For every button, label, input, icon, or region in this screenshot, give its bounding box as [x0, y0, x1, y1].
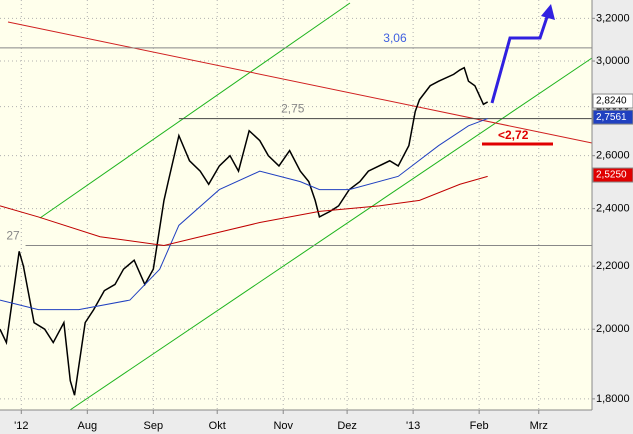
downtrend-line	[7, 21, 593, 144]
last-value-box	[592, 109, 633, 125]
x-tick-label: Feb	[470, 420, 489, 432]
y-tick-label: 2,4000	[596, 203, 630, 215]
x-tick-label: Aug	[78, 420, 98, 432]
annotation: <2,72	[498, 128, 529, 142]
arrow-head	[541, 4, 555, 20]
y-tick-label: 3,0000	[596, 55, 630, 67]
forecast-arrow	[490, 13, 550, 104]
y-tick-label: 2,2000	[596, 260, 630, 272]
trend-channel-lower	[69, 57, 593, 411]
level-label: 27	[6, 229, 20, 243]
last-value-box	[592, 93, 633, 109]
y-tick-label: 2,6000	[596, 150, 630, 162]
level-label: 2,75	[281, 102, 305, 116]
y-tick-label: 1,8000	[596, 393, 630, 405]
series-line	[0, 175, 488, 246]
level-label: 3,06	[383, 31, 407, 45]
last-value-label: 2,7561	[596, 112, 627, 123]
x-tick-label: Okt	[209, 420, 226, 432]
x-tick-label: '12	[14, 420, 28, 432]
x-tick-label: Nov	[273, 420, 293, 432]
last-value-label: 2,5250	[596, 170, 627, 181]
series-line	[0, 66, 489, 396]
last-value-label: 2,8240	[596, 96, 627, 107]
x-tick-label: Dez	[337, 420, 357, 432]
y-tick-label: 2,0000	[596, 323, 630, 335]
x-tick-label: Sep	[144, 420, 164, 432]
last-value-box	[592, 167, 633, 183]
plot-area	[0, 0, 592, 410]
trend-channel-upper	[39, 2, 351, 219]
x-tick-label: Mrz	[530, 420, 548, 432]
x-tick-label: '13	[406, 420, 420, 432]
series-line	[0, 118, 488, 311]
y-tick-label: 3,2000	[596, 12, 630, 24]
